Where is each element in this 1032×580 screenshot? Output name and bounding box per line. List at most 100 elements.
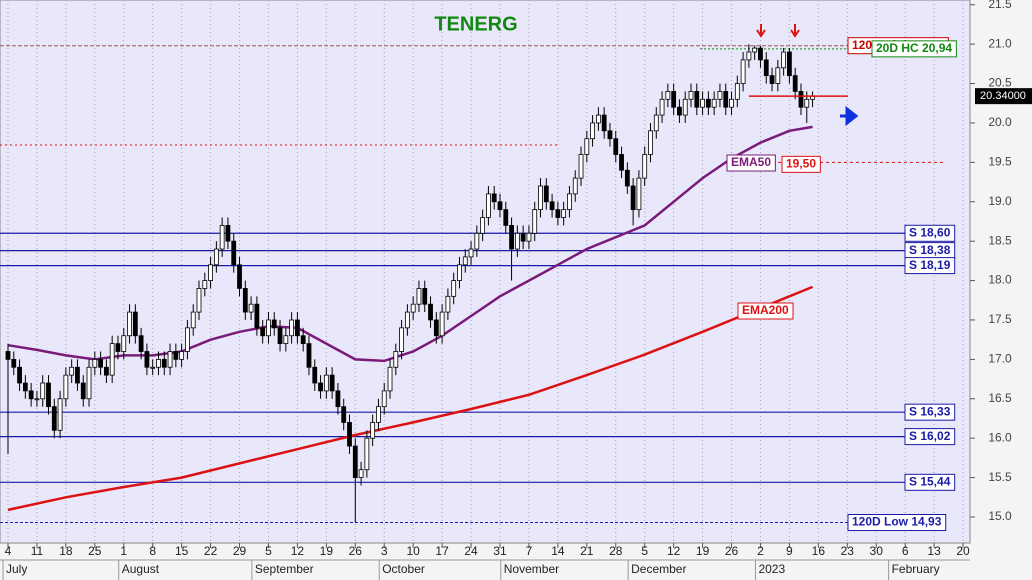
candle-body — [543, 185, 549, 203]
candle-body — [237, 264, 242, 289]
x-tick-label: 6 — [902, 544, 909, 558]
x-tick-label: 29 — [233, 544, 247, 558]
candle-body — [312, 366, 318, 384]
candle-body — [630, 185, 636, 211]
x-tick-label: 19 — [696, 544, 710, 558]
candle-body — [306, 343, 312, 368]
candle-body — [295, 319, 300, 337]
level-label-box — [871, 40, 957, 58]
candle-body — [283, 335, 289, 345]
level-label: S 15,44 — [909, 474, 951, 488]
candle-body — [520, 232, 526, 242]
x-tick-label: 10 — [406, 544, 420, 558]
candle-body — [260, 327, 266, 337]
candle-body — [364, 437, 370, 471]
y-tick-label: 19.5 — [988, 155, 1012, 169]
candle-body — [624, 169, 630, 187]
candle-body — [248, 303, 254, 313]
x-tick-label: 3 — [381, 544, 388, 558]
candle-body — [75, 366, 80, 384]
candle-body — [341, 406, 347, 423]
y-tick-label: 16.0 — [988, 430, 1012, 444]
candle-body — [486, 193, 491, 218]
candle-body — [740, 59, 746, 84]
x-tick-label: 22 — [204, 544, 218, 558]
y-tick-label: 21.5 — [988, 0, 1012, 11]
month-label: December — [631, 562, 686, 576]
x-tick-label: 5 — [641, 544, 648, 558]
candle-body — [404, 311, 410, 329]
candle-body — [86, 366, 92, 400]
month-label: July — [6, 562, 27, 576]
month-label: 2023 — [758, 562, 785, 576]
right-arrow — [840, 105, 859, 127]
candle-body — [381, 390, 387, 408]
candle-body — [439, 311, 445, 337]
last-price-label: 20.34000 — [980, 90, 1026, 102]
level-label: 20D HC 20,94 — [876, 41, 952, 55]
candle-body — [63, 374, 69, 400]
candle-body — [491, 193, 497, 203]
candle-body — [231, 240, 237, 266]
y-tick-label: 20.0 — [988, 115, 1012, 129]
x-tick-label: 25 — [88, 544, 102, 558]
candle-body — [595, 114, 601, 124]
candle-body — [399, 327, 404, 352]
ema-label: EMA200 — [742, 303, 789, 317]
candle-body — [121, 335, 127, 352]
ema-line — [7, 125, 813, 363]
candle-body — [277, 327, 283, 345]
level-label: S 16,02 — [909, 429, 951, 443]
candle-body — [150, 366, 156, 369]
candle-body — [607, 130, 613, 140]
candle-body — [80, 382, 86, 400]
level-label-box — [781, 155, 821, 173]
x-tick-label: 4 — [5, 544, 12, 558]
level-label: S 18,19 — [909, 258, 951, 272]
candle-body — [688, 91, 694, 100]
candle-body — [549, 201, 555, 211]
candle-body — [659, 98, 665, 116]
level-label-box — [904, 403, 956, 421]
candle-body — [775, 67, 781, 84]
level-label-box — [904, 428, 956, 446]
x-tick-label: 9 — [786, 544, 793, 558]
candle-body — [717, 91, 723, 100]
candle-body — [98, 358, 104, 368]
x-tick-label: 30 — [870, 544, 884, 558]
candle-body — [734, 83, 740, 100]
x-tick-label: 7 — [526, 544, 533, 558]
candle-body — [648, 130, 653, 155]
candle-body — [387, 366, 393, 392]
candle-body — [329, 374, 335, 392]
candle-body — [11, 358, 17, 368]
candle-body — [462, 256, 468, 266]
candle-body — [57, 398, 63, 431]
x-tick-label: 14 — [551, 544, 565, 558]
candle-body — [196, 288, 202, 313]
candle-body — [92, 358, 98, 368]
candle-body — [138, 335, 144, 352]
candle-body — [225, 224, 231, 242]
candle-body — [561, 209, 567, 218]
candle-body — [532, 209, 538, 234]
x-tick-label: 31 — [493, 544, 507, 558]
candle-body — [40, 382, 46, 400]
candle-body — [700, 98, 705, 108]
candle-body — [752, 47, 758, 53]
last-price-box — [975, 88, 1032, 105]
candle-body — [358, 469, 364, 478]
x-tick-label: 26 — [725, 544, 739, 558]
level-label: S 18,38 — [909, 243, 951, 257]
candle-body — [474, 232, 480, 250]
chart-title: TENERG — [434, 13, 517, 35]
candle-body — [109, 343, 115, 376]
candle-body — [161, 358, 167, 368]
candle-body — [514, 232, 520, 250]
candle-body — [567, 193, 572, 211]
candle-body — [242, 288, 248, 313]
candle-body — [665, 91, 671, 100]
candle-body — [590, 122, 596, 140]
x-tick-label: 13 — [927, 544, 941, 558]
level-label-box — [847, 514, 947, 532]
